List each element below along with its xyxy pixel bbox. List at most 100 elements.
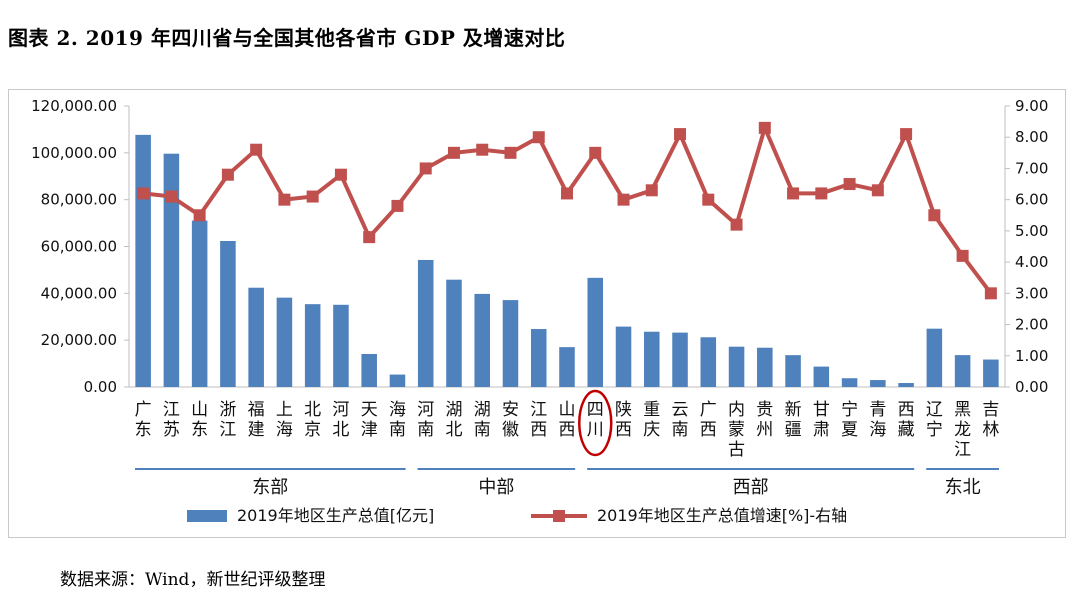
gdp-bar [446,279,462,387]
right-tick-label: 1.00 [1015,347,1048,365]
right-tick-label: 8.00 [1015,128,1048,146]
growth-point [956,249,969,262]
gdp-bar [870,380,886,387]
source-note: 数据来源：Wind，新世纪评级整理 [60,570,326,590]
category-label: 湖南 [474,400,491,440]
growth-point [589,146,602,159]
left-tick-label: 20,000.00 [41,331,117,349]
growth-point [165,190,178,203]
legend-line-marker [553,510,565,522]
gdp-bar [672,332,688,387]
region-label: 东北 [945,477,981,498]
category-label: 河北 [332,400,349,440]
region-label: 西部 [733,477,769,498]
legend: 2019年地区生产总值[亿元] 2019年地区生产总值增速[%]-右轴 [187,506,847,525]
category-label: 四川 [587,400,604,440]
right-tick-label: 7.00 [1015,159,1048,177]
legend-line-label: 2019年地区生产总值增速[%]-右轴 [597,506,847,525]
gdp-bar [954,355,971,387]
growth-point [984,287,997,300]
gdp-bar [389,374,406,387]
gdp-bar [530,329,547,387]
highlight-ellipse [578,389,613,457]
gdp-bar [361,353,377,387]
region-groups: 东部 中部 西部 东北 [135,468,999,498]
right-tick-label: 2.00 [1015,316,1048,334]
gdp-bar [813,366,830,387]
gdp-bar [841,378,858,387]
right-tick-label: 3.00 [1015,284,1048,302]
right-tick-label: 5.00 [1015,222,1048,240]
legend-bar-label: 2019年地区生产总值[亿元] [237,506,434,525]
left-tick-label: 120,000.00 [31,97,117,115]
growth-point [900,128,913,141]
gdp-bar [474,293,490,387]
growth-point [278,193,291,206]
growth-point [702,193,715,206]
category-label: 新疆 [785,400,802,440]
right-tick-label: 0.00 [1015,378,1048,396]
category-label: 河南 [417,400,434,440]
growth-point [419,162,432,175]
category-label: 云南 [672,400,689,440]
category-label: 安徽 [502,400,519,440]
left-tick-label: 60,000.00 [41,238,117,256]
growth-point [645,184,658,197]
gdp-bar [785,355,801,387]
gdp-bar [757,347,773,387]
category-label: 上海 [276,400,293,440]
gdp-bar [559,347,575,387]
category-label: 海南 [389,400,406,440]
growth-point [447,146,460,159]
growth-point [306,190,319,203]
gdp-bar [191,220,208,387]
growth-point [815,187,828,200]
category-label: 山西 [559,400,576,440]
right-tick-label: 9.00 [1015,97,1048,115]
left-tick-label: 100,000.00 [31,144,117,162]
category-label: 甘肃 [813,400,830,440]
gdp-bar [248,287,264,387]
gdp-bar [926,328,943,387]
category-label: 天津 [361,400,378,440]
category-label: 内蒙古 [728,400,745,460]
gdp-bar [276,297,293,387]
right-tick-label: 6.00 [1015,191,1048,209]
category-label: 浙江 [219,400,236,440]
growth-point [871,184,884,197]
category-label: 贵州 [756,400,773,440]
growth-point [137,187,150,200]
growth-point [843,178,856,191]
growth-point [504,146,517,159]
right-tick-label: 4.00 [1015,253,1048,271]
left-tick-label: 40,000.00 [41,284,117,302]
growth-point [617,193,630,206]
gdp-bar [333,304,349,387]
growth-point [221,168,234,181]
gdp-bar [728,346,745,387]
category-label: 陕西 [615,400,632,440]
region-label: 中部 [478,477,514,498]
category-label: 吉林 [982,400,999,440]
category-label: 西藏 [898,400,915,440]
growth-point [561,187,573,200]
gdp-bar [615,326,632,387]
category-label: 广东 [135,400,152,440]
gdp-bar [220,240,236,387]
growth-point [363,231,376,244]
category-label: 青海 [869,400,886,440]
growth-point [250,143,263,156]
growth-point [391,199,404,212]
gdp-bar [898,383,914,387]
category-label: 江西 [530,400,547,440]
gdp-bar [417,259,434,387]
category-label: 湖北 [445,400,462,440]
gdp-bars [135,134,999,387]
growth-point [787,187,800,200]
figure-title: 图表 2. 2019 年四川省与全国其他各省市 GDP 及增速对比 [8,26,566,50]
combo-chart: 0.00 20,000.00 40,000.00 60,000.00 80,000.00… [31,97,1048,525]
growth-line-path [142,125,993,295]
gdp-bar [983,359,999,387]
growth-point [758,121,771,134]
growth-point [193,209,206,222]
